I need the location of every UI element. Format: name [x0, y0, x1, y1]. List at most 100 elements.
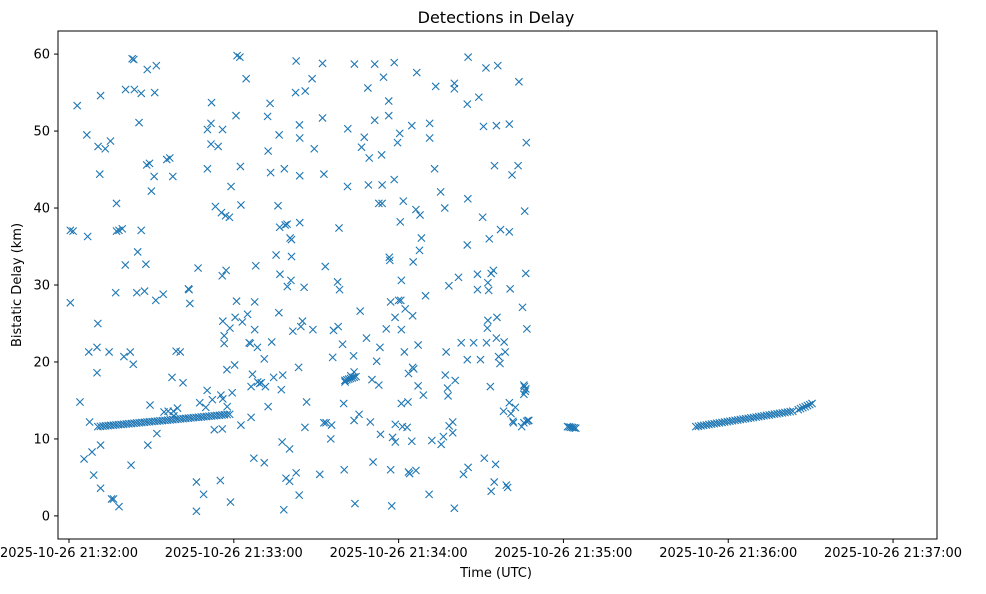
data-point	[417, 234, 426, 243]
data-point	[264, 147, 273, 156]
data-point	[168, 172, 177, 181]
data-point	[454, 273, 463, 282]
data-point	[522, 324, 531, 333]
data-point	[94, 142, 103, 151]
data-point	[308, 325, 317, 334]
data-point	[486, 382, 495, 391]
data-point	[231, 313, 240, 322]
data-point	[228, 388, 237, 397]
data-point	[480, 454, 489, 463]
data-point	[448, 418, 457, 426]
data-point	[489, 266, 498, 275]
data-point	[292, 57, 301, 66]
data-point	[232, 111, 240, 120]
data-point	[236, 421, 245, 430]
data-point	[808, 399, 817, 408]
data-point	[255, 379, 264, 388]
data-point	[483, 324, 492, 333]
data-point	[328, 353, 337, 362]
data-point	[238, 317, 247, 326]
data-point	[235, 53, 244, 62]
data-point	[463, 100, 472, 109]
data-point	[295, 133, 304, 142]
data-point	[505, 227, 514, 236]
data-point	[415, 246, 424, 255]
data-point	[805, 400, 814, 409]
data-point	[318, 113, 327, 122]
data-point	[487, 487, 496, 496]
data-point	[457, 338, 466, 347]
data-point	[296, 322, 305, 331]
data-point	[403, 398, 412, 406]
data-point	[225, 213, 234, 222]
data-point	[451, 376, 460, 385]
data-point	[393, 138, 402, 147]
data-point	[194, 264, 203, 273]
data-point	[463, 194, 472, 203]
data-point	[272, 250, 281, 259]
data-point	[203, 164, 212, 173]
data-point	[230, 361, 239, 370]
data-point	[801, 402, 810, 411]
data-point	[218, 125, 227, 134]
data-point	[343, 182, 352, 191]
x-axis-label: Time (UTC)	[459, 566, 532, 581]
data-point	[386, 297, 395, 306]
data-point	[408, 311, 417, 320]
data-point	[476, 355, 485, 364]
data-point	[283, 282, 292, 291]
data-point	[514, 77, 523, 86]
y-tick-label: 50	[33, 125, 50, 140]
data-point	[192, 478, 201, 487]
y-tick-label: 60	[33, 48, 50, 63]
data-point	[140, 287, 149, 296]
data-point	[367, 375, 376, 384]
x-tick-label: 2025-10-26 21:35:00	[494, 546, 632, 561]
data-point	[495, 359, 504, 368]
data-point	[203, 386, 212, 395]
data-point	[483, 278, 492, 287]
data-point	[437, 440, 446, 449]
data-point	[295, 218, 304, 227]
data-point	[207, 98, 216, 107]
data-point	[168, 373, 176, 382]
data-point	[501, 347, 510, 356]
data-point	[288, 327, 297, 336]
data-point	[496, 225, 505, 234]
data-point	[481, 63, 490, 72]
data-point	[479, 122, 488, 131]
data-point	[490, 478, 499, 487]
data-point	[250, 325, 259, 334]
data-point	[400, 347, 409, 356]
data-point	[278, 438, 287, 447]
data-point	[321, 262, 330, 271]
data-point	[463, 355, 472, 364]
data-point	[143, 65, 152, 74]
data-point	[568, 423, 577, 432]
data-point	[376, 430, 385, 439]
data-point	[129, 360, 138, 369]
data-point	[419, 391, 428, 400]
data-point	[66, 226, 75, 235]
data-point	[279, 505, 288, 514]
data-point	[502, 481, 511, 490]
data-point	[355, 410, 364, 419]
data-point	[286, 276, 295, 285]
data-point	[176, 347, 185, 356]
data-point	[509, 418, 518, 427]
data-point	[425, 119, 434, 128]
data-point	[356, 307, 365, 316]
data-point	[112, 227, 121, 236]
data-point	[363, 83, 372, 92]
data-point	[436, 187, 445, 196]
data-point	[388, 433, 397, 442]
y-tick-label: 10	[33, 432, 50, 447]
data-point	[236, 200, 245, 209]
data-point	[409, 257, 418, 266]
data-point	[151, 296, 160, 305]
data-point	[395, 129, 404, 138]
data-point	[247, 382, 256, 391]
data-point	[425, 490, 434, 499]
data-point	[524, 416, 533, 425]
data-point	[106, 137, 115, 146]
